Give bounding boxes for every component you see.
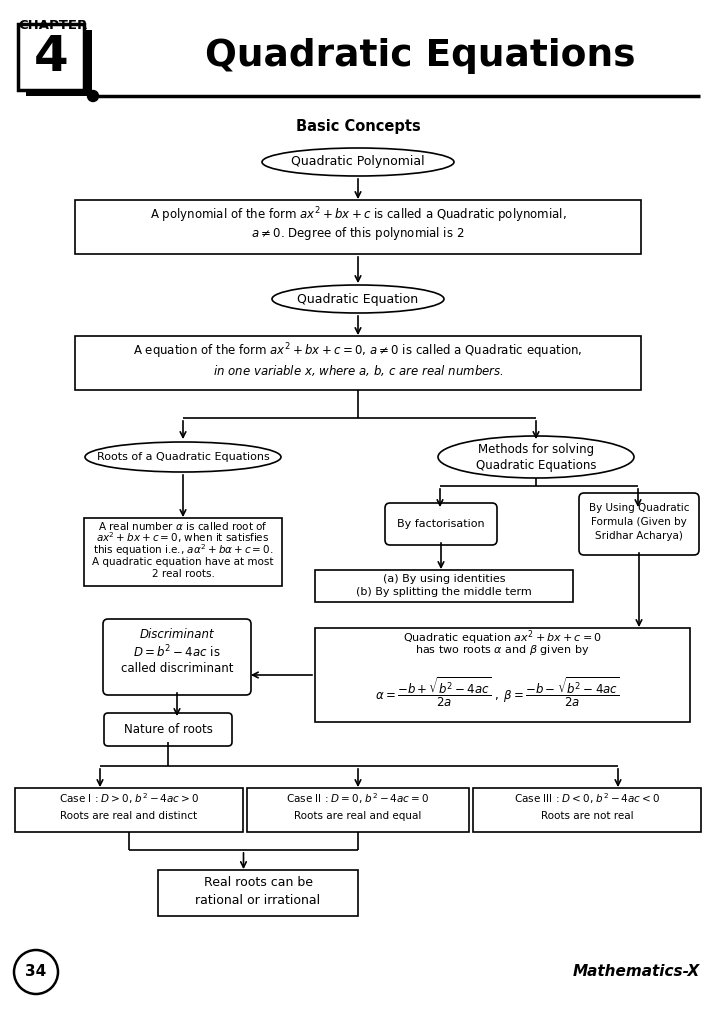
Text: $ax^2 + bx + c = 0$, when it satisfies: $ax^2 + bx + c = 0$, when it satisfies <box>97 530 270 546</box>
FancyBboxPatch shape <box>158 870 358 916</box>
Text: Case II : $D = 0$, $b^2 - 4ac = 0$: Case II : $D = 0$, $b^2 - 4ac = 0$ <box>286 792 430 807</box>
Text: Quadratic Polynomial: Quadratic Polynomial <box>291 156 425 169</box>
Text: 34: 34 <box>25 965 47 980</box>
Text: Case I : $D > 0$, $b^2 - 4ac > 0$: Case I : $D > 0$, $b^2 - 4ac > 0$ <box>59 792 199 807</box>
Text: Formula (Given by: Formula (Given by <box>591 517 687 527</box>
FancyBboxPatch shape <box>15 788 243 831</box>
Text: Roots are real and equal: Roots are real and equal <box>294 811 422 821</box>
Circle shape <box>14 950 58 994</box>
Text: CHAPTER: CHAPTER <box>18 19 87 32</box>
FancyBboxPatch shape <box>26 30 92 96</box>
Text: has two roots $\alpha$ and $\beta$ given by: has two roots $\alpha$ and $\beta$ given… <box>415 643 590 657</box>
Text: Methods for solving: Methods for solving <box>478 442 594 456</box>
Text: $D = b^2 - 4ac$ is: $D = b^2 - 4ac$ is <box>133 644 221 660</box>
Text: A quadratic equation have at most: A quadratic equation have at most <box>92 557 274 567</box>
Text: Quadratic Equations: Quadratic Equations <box>205 38 635 74</box>
Text: Case III : $D < 0$, $b^2 - 4ac < 0$: Case III : $D < 0$, $b^2 - 4ac < 0$ <box>514 792 660 807</box>
Text: Quadratic Equations: Quadratic Equations <box>475 459 596 471</box>
Ellipse shape <box>272 285 444 313</box>
Text: $\alpha = \dfrac{-b+\sqrt{b^2-4ac}}{2a}$$\;,\;\beta = \dfrac{-b-\sqrt{b^2-4ac}}{: $\alpha = \dfrac{-b+\sqrt{b^2-4ac}}{2a}$… <box>375 675 620 709</box>
Text: Sridhar Acharya): Sridhar Acharya) <box>595 531 683 541</box>
Text: Roots are real and distinct: Roots are real and distinct <box>60 811 198 821</box>
Text: By Using Quadratic: By Using Quadratic <box>589 503 690 513</box>
Ellipse shape <box>262 148 454 176</box>
Text: Roots of a Quadratic Equations: Roots of a Quadratic Equations <box>97 452 269 462</box>
FancyBboxPatch shape <box>579 493 699 555</box>
FancyBboxPatch shape <box>247 788 469 831</box>
Text: A real number $\alpha$ is called root of: A real number $\alpha$ is called root of <box>98 520 268 532</box>
Text: Discriminant: Discriminant <box>140 629 214 641</box>
Text: called discriminant: called discriminant <box>121 662 233 675</box>
FancyBboxPatch shape <box>75 200 641 254</box>
Text: in one variable $x$, where $a$, $b$, $c$ are real numbers.: in one variable $x$, where $a$, $b$, $c$… <box>213 362 503 378</box>
Text: $a \neq 0$. Degree of this polynomial is 2: $a \neq 0$. Degree of this polynomial is… <box>251 225 465 243</box>
FancyBboxPatch shape <box>84 518 282 586</box>
Text: Quadratic Equation: Quadratic Equation <box>297 293 419 305</box>
FancyBboxPatch shape <box>103 618 251 695</box>
FancyBboxPatch shape <box>385 503 497 545</box>
Text: (b) By splitting the middle term: (b) By splitting the middle term <box>356 587 532 597</box>
Ellipse shape <box>438 436 634 478</box>
Circle shape <box>87 90 99 101</box>
Text: 2 real roots.: 2 real roots. <box>152 569 214 579</box>
Text: A equation of the form $ax^2 + bx + c = 0$, $a \neq 0$ is called a Quadratic equ: A equation of the form $ax^2 + bx + c = … <box>133 341 583 360</box>
FancyBboxPatch shape <box>473 788 701 831</box>
FancyBboxPatch shape <box>104 713 232 746</box>
Text: rational or irrational: rational or irrational <box>195 895 321 907</box>
Text: Quadratic equation $ax^2 + bx + c = 0$: Quadratic equation $ax^2 + bx + c = 0$ <box>403 629 602 647</box>
Text: this equation i.e., $a\alpha^2 + b\alpha + c = 0$.: this equation i.e., $a\alpha^2 + b\alpha… <box>93 542 274 558</box>
Ellipse shape <box>85 442 281 472</box>
FancyBboxPatch shape <box>18 24 84 90</box>
Text: Basic Concepts: Basic Concepts <box>296 119 420 133</box>
Text: Mathematics-X: Mathematics-X <box>573 965 700 980</box>
FancyBboxPatch shape <box>315 570 573 602</box>
Text: Roots are not real: Roots are not real <box>541 811 634 821</box>
Text: Real roots can be: Real roots can be <box>203 877 312 890</box>
Text: A polynomial of the form $ax^2 + bx + c$ is called a Quadratic polynomial,: A polynomial of the form $ax^2 + bx + c$… <box>150 205 566 225</box>
FancyBboxPatch shape <box>75 336 641 390</box>
Text: 4: 4 <box>34 33 68 81</box>
Text: Nature of roots: Nature of roots <box>124 723 213 736</box>
Text: By factorisation: By factorisation <box>397 519 485 529</box>
FancyBboxPatch shape <box>315 628 690 722</box>
Text: (a) By using identities: (a) By using identities <box>383 574 505 584</box>
